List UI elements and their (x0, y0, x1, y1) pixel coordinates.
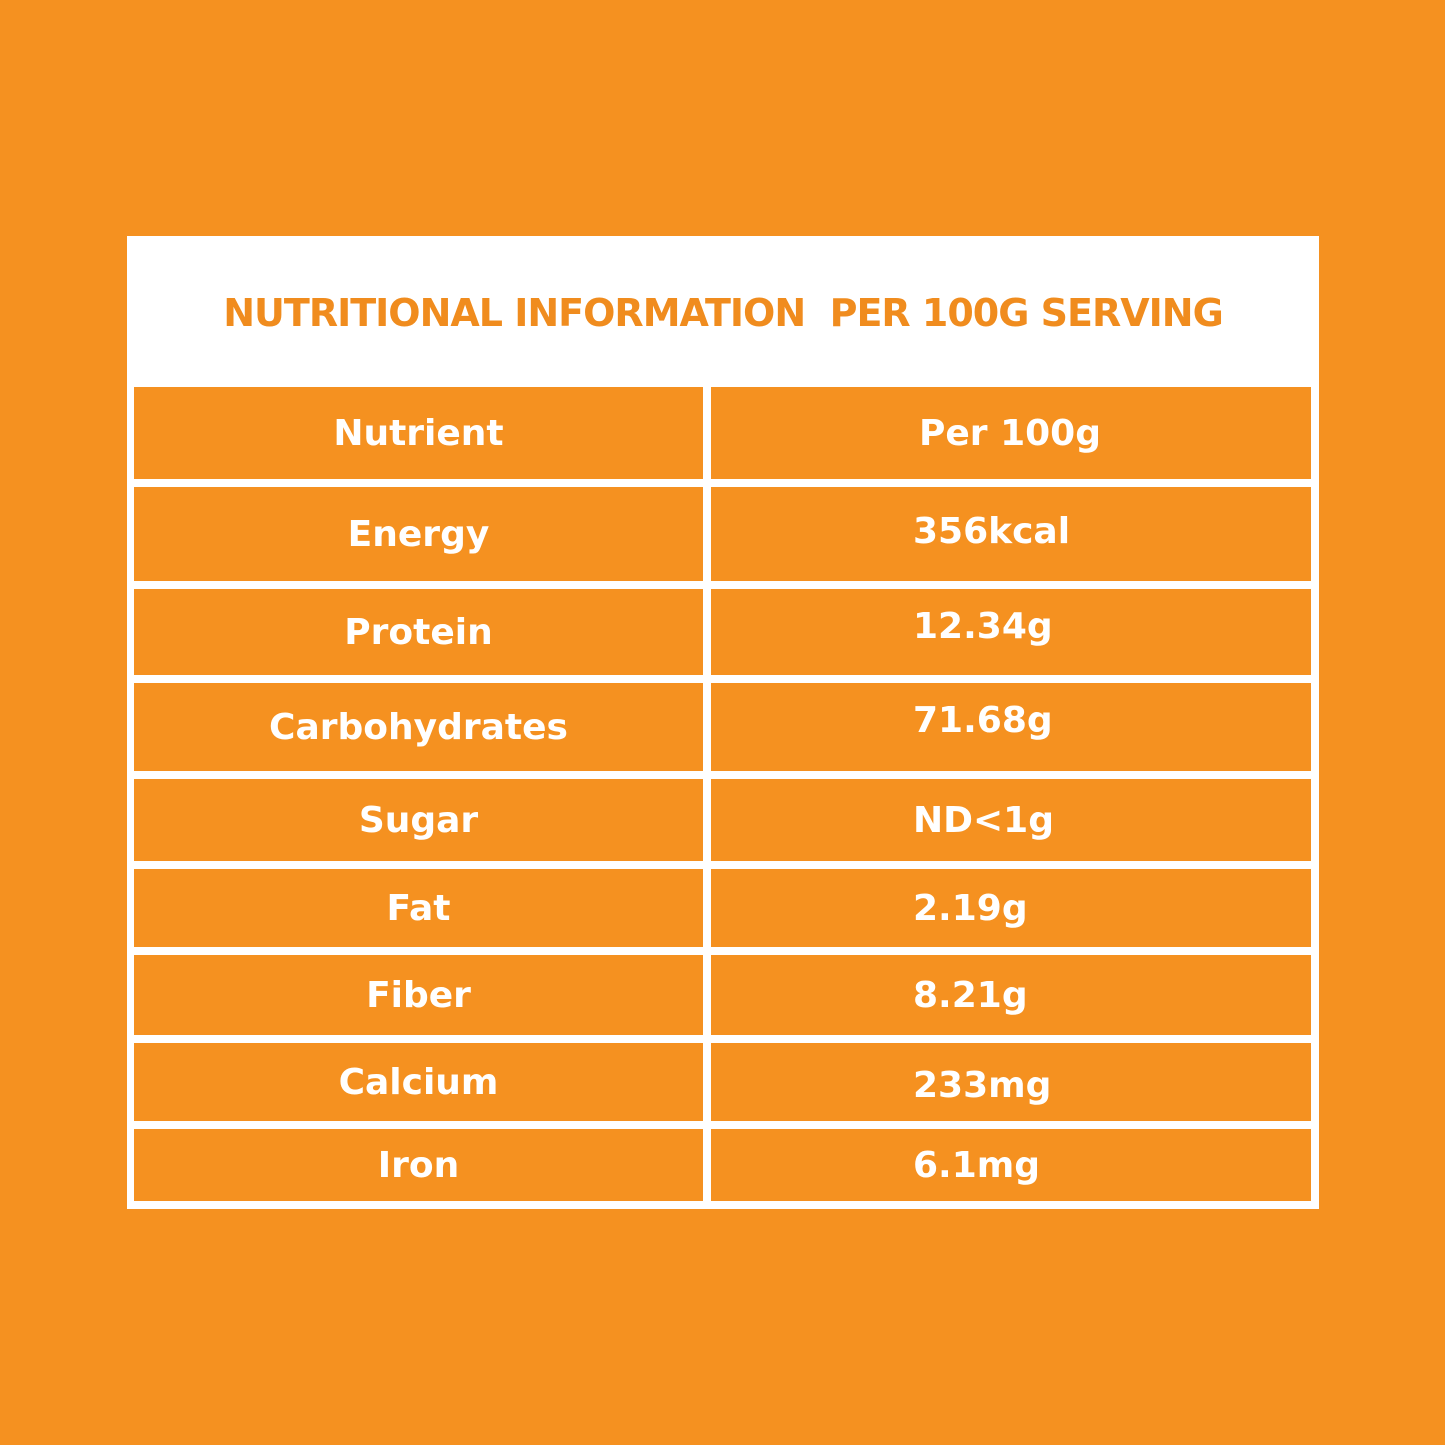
table-row-value: 233mg (711, 1043, 1311, 1121)
table-row-nutrient: Energy (134, 487, 703, 581)
table-row-value: 12.34g (711, 589, 1311, 675)
table-row-nutrient: Carbohydrates (134, 683, 703, 771)
table-row-value: 2.19g (711, 869, 1311, 947)
table-row-value: 8.21g (711, 955, 1311, 1035)
table-header-nutrient: Nutrient (134, 387, 703, 479)
table-row-nutrient: Fat (134, 869, 703, 947)
table-row-nutrient: Protein (134, 589, 703, 675)
nutrition-card: NUTRITIONAL INFORMATION PER 100G SERVING… (127, 236, 1319, 1209)
table-row-value: 356kcal (711, 487, 1311, 581)
table-row-value: 6.1mg (711, 1129, 1311, 1201)
table-row-nutrient: Iron (134, 1129, 703, 1201)
nutrition-title: NUTRITIONAL INFORMATION PER 100G SERVING (223, 291, 1224, 335)
table-row-value: 71.68g (711, 683, 1311, 771)
table-header-per-100g: Per 100g (711, 387, 1311, 479)
table-row-value: ND<1g (711, 779, 1311, 861)
table-row-nutrient: Fiber (134, 955, 703, 1035)
table-row-nutrient: Sugar (134, 779, 703, 861)
table-row-nutrient: Calcium (134, 1043, 703, 1121)
